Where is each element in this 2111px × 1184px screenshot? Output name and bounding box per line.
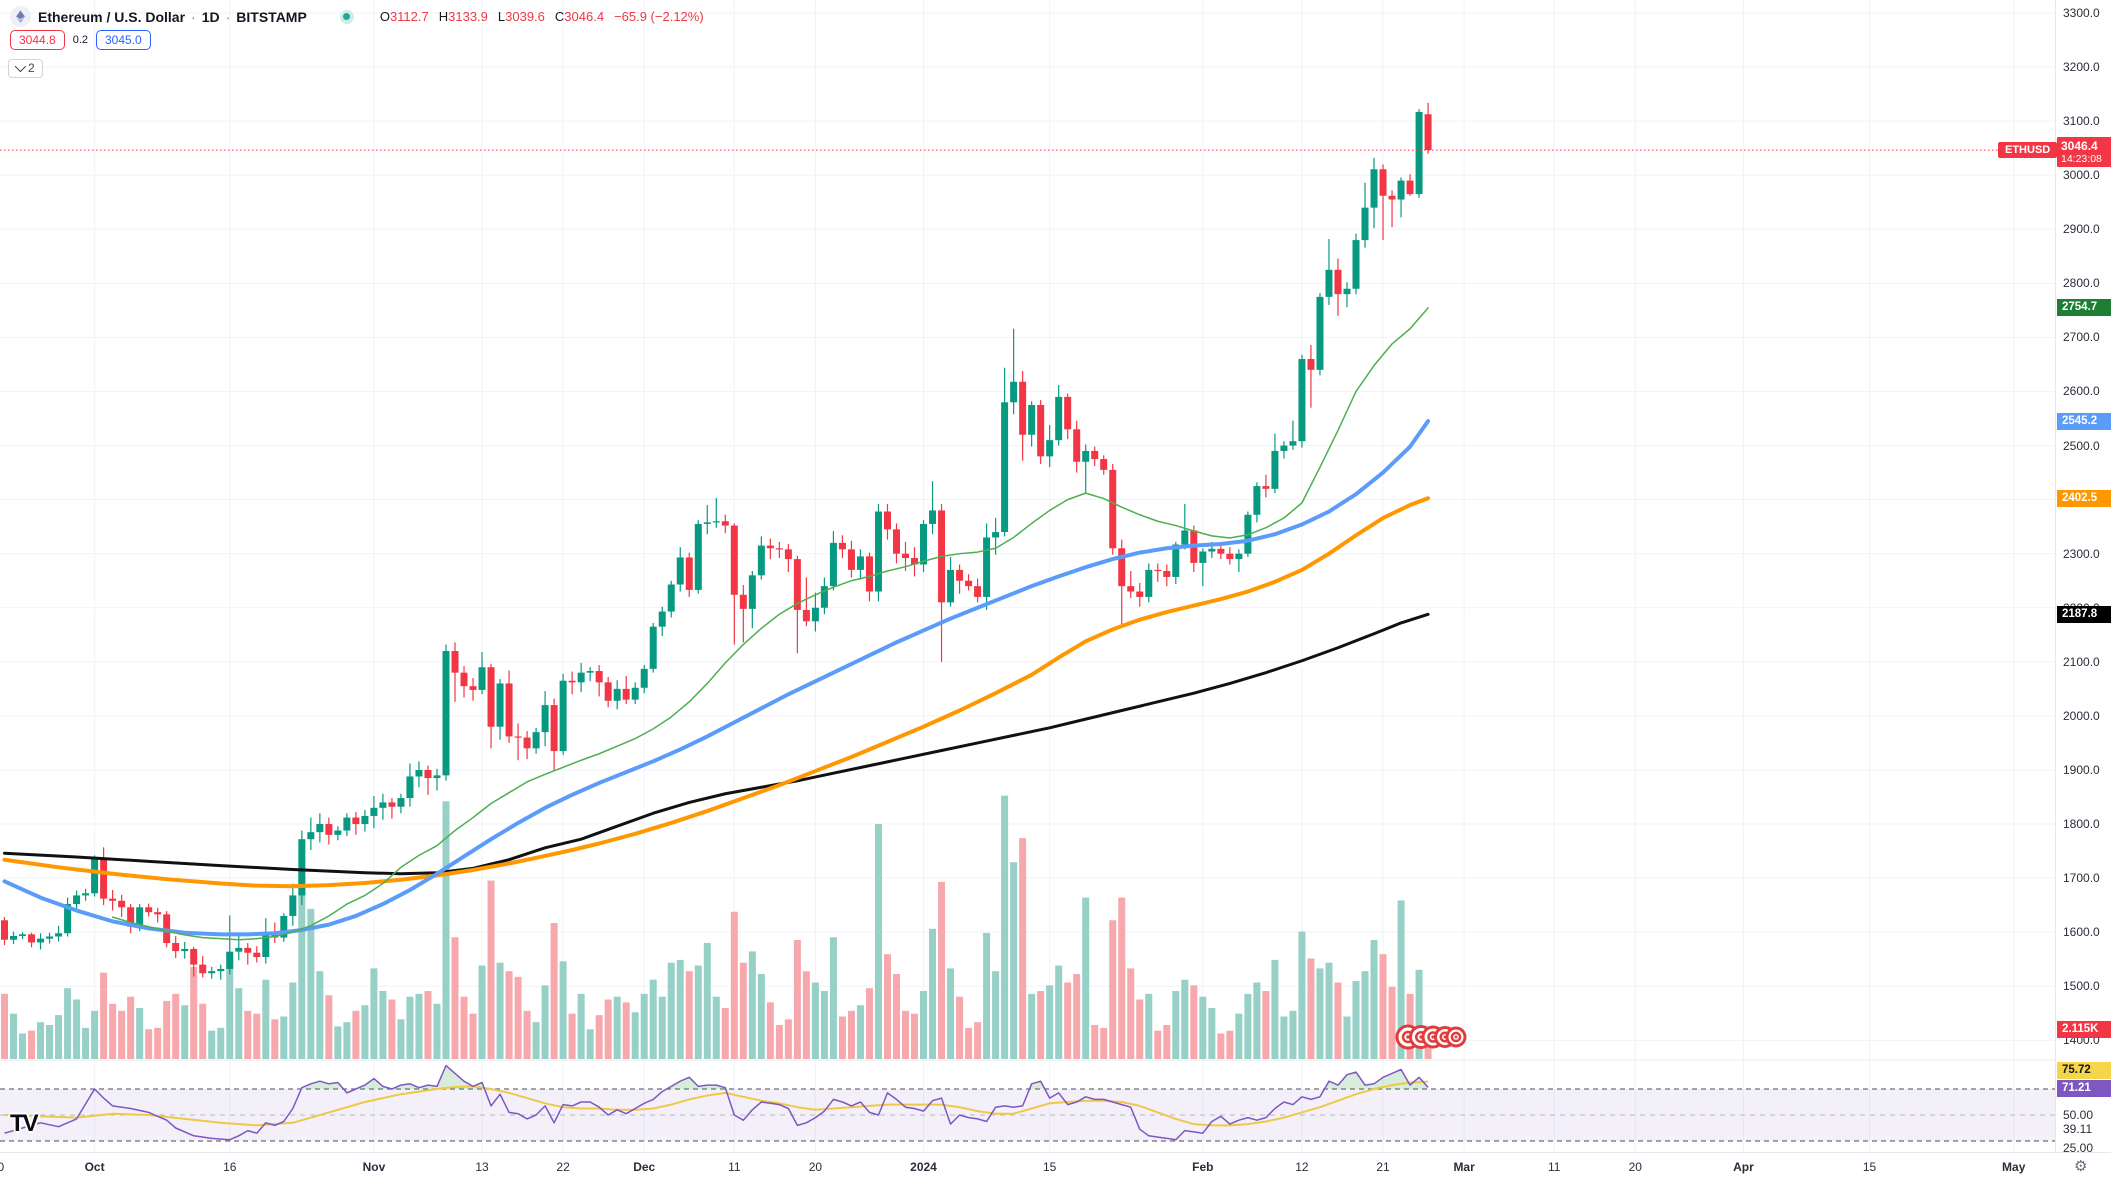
time-tick-label: 11 xyxy=(728,1160,741,1174)
rsi-tick-label: 50.00 xyxy=(2063,1108,2094,1122)
volume-series xyxy=(1,795,1432,1059)
symbol-title[interactable]: Ethereum / U.S. Dollar · 1D · BITSTAMP xyxy=(38,9,307,25)
price-tick-label: 2100.0 xyxy=(2063,654,2100,669)
indicators-count: 2 xyxy=(28,61,35,75)
interval-label[interactable]: 1D xyxy=(201,8,220,25)
time-tick-label: 15 xyxy=(1862,1160,1877,1174)
price-tick-label: 2900.0 xyxy=(2063,222,2100,237)
ohlc-readout: O3112.7 H3133.9 L3039.6 C3046.4 −65.9 (−… xyxy=(339,9,704,24)
symbol-name[interactable]: Ethereum / U.S. Dollar xyxy=(38,8,186,25)
time-tick-label: 15 xyxy=(1042,1160,1057,1174)
price-tick-label: 3300.0 xyxy=(2063,5,2100,20)
ma-value-box: 2754.7 xyxy=(2057,299,2111,317)
change-value: −65.9 (−2.12%) xyxy=(614,9,704,24)
time-tick-label: Mar xyxy=(1453,1160,1475,1174)
time-tick-label: 0 xyxy=(0,1160,5,1174)
market-status-icon xyxy=(339,9,354,24)
separator: · xyxy=(191,8,196,25)
volume-value-box: 2.115K xyxy=(2057,1021,2111,1039)
symbol-header: Ethereum / U.S. Dollar · 1D · BITSTAMP O… xyxy=(10,6,704,27)
rsi-value-box: 71.21 xyxy=(2057,1079,2111,1097)
price-tick-label: 3100.0 xyxy=(2063,114,2100,129)
price-tick-label: 2700.0 xyxy=(2063,330,2100,345)
tradingview-logo[interactable]: TV xyxy=(10,1110,39,1137)
open-value: O3112.7 xyxy=(379,9,429,24)
rsi-tick-label: 25.00 xyxy=(2063,1140,2094,1155)
time-tick-label: Dec xyxy=(633,1160,656,1174)
time-tick-label: Apr xyxy=(1733,1160,1754,1174)
gridlines xyxy=(0,0,2055,1152)
high-value: H3133.9 xyxy=(438,9,488,24)
time-tick-label: 12 xyxy=(1295,1160,1309,1174)
price-axis[interactable]: 3300.0 3200.0 3100.0 3000.0 2900.0 2800.0 2700… xyxy=(2055,0,2111,1155)
spread-value: 0.2 xyxy=(72,34,88,46)
rsi-ma-line xyxy=(4,1080,1429,1127)
ma-value-box: 2402.5 xyxy=(2057,489,2111,507)
red-circles-marker[interactable] xyxy=(1395,1024,1467,1050)
price-tick-label: 2500.0 xyxy=(2063,438,2100,453)
ma-value-box: 2545.2 xyxy=(2057,412,2111,430)
last-price-box: 3046.4 14:23:08 xyxy=(2057,137,2111,168)
price-tick-label: 3000.0 xyxy=(2063,168,2100,183)
price-tick-label: 2300.0 xyxy=(2063,546,2100,561)
sell-button[interactable]: 3044.8 xyxy=(10,30,65,50)
time-tick-label: 20 xyxy=(808,1160,823,1174)
rsi-ma-value-box: 75.72 xyxy=(2057,1061,2111,1079)
low-value: L3039.6 xyxy=(497,9,545,24)
ethereum-logo-icon xyxy=(10,6,31,27)
gear-icon[interactable]: ⚙ xyxy=(2074,1158,2088,1175)
ma-fast-green xyxy=(111,307,1429,941)
exchange-label[interactable]: BITSTAMP xyxy=(236,8,307,25)
price-tick-label: 3200.0 xyxy=(2063,60,2100,75)
time-tick-label: 13 xyxy=(475,1160,489,1174)
close-value: C3046.4 xyxy=(554,9,605,24)
time-axis[interactable]: 0 Oct 16 Nov 13 22 Dec 11 20 2024 15 Feb 12 21 Mar 11 20… xyxy=(0,1152,2111,1184)
time-tick-label: May xyxy=(2002,1160,2026,1174)
rsi-line xyxy=(4,1064,1429,1141)
ma-slow-orange xyxy=(2,496,1431,889)
price-tick-label: 1800.0 xyxy=(2063,817,2100,832)
trade-buttons: 3044.8 0.2 3045.0 xyxy=(10,30,151,50)
time-tick-label: 20 xyxy=(1628,1160,1642,1174)
price-tick-label: 2800.0 xyxy=(2063,276,2100,291)
ma-mid-blue xyxy=(2,419,1431,937)
time-tick-label: 22 xyxy=(556,1160,570,1174)
ma-long-black xyxy=(3,612,1430,876)
price-tick-label: 2600.0 xyxy=(2063,384,2100,399)
time-tick-label: 16 xyxy=(223,1160,237,1174)
time-tick-label: 2024 xyxy=(910,1160,937,1174)
rsi-tick-label: 39.11 xyxy=(2063,1122,2093,1137)
time-tick-label: Oct xyxy=(84,1160,105,1174)
time-tick-label: 21 xyxy=(1376,1160,1390,1174)
indicators-collapse-button[interactable]: 2 xyxy=(8,59,43,78)
symbol-price-tag: ETHUSD xyxy=(1998,142,2058,159)
candlestick-series xyxy=(1,102,1432,980)
time-tick-label: 11 xyxy=(1547,1160,1561,1174)
price-tick-label: 1700.0 xyxy=(2063,871,2100,886)
price-tick-label: 1600.0 xyxy=(2063,925,2100,940)
rsi-pane xyxy=(0,1064,2055,1142)
price-tick-label: 2000.0 xyxy=(2063,708,2100,723)
ma-value-box: 2187.8 xyxy=(2057,605,2111,623)
price-tick-label: 1500.0 xyxy=(2063,979,2100,994)
buy-button[interactable]: 3045.0 xyxy=(96,30,151,50)
separator: · xyxy=(225,8,231,25)
time-tick-label: Feb xyxy=(1192,1160,1214,1174)
price-tick-label: 1900.0 xyxy=(2063,762,2100,777)
time-tick-label: Nov xyxy=(362,1160,386,1174)
chart-canvas[interactable] xyxy=(0,0,2111,1152)
chevron-down-icon xyxy=(14,60,27,73)
